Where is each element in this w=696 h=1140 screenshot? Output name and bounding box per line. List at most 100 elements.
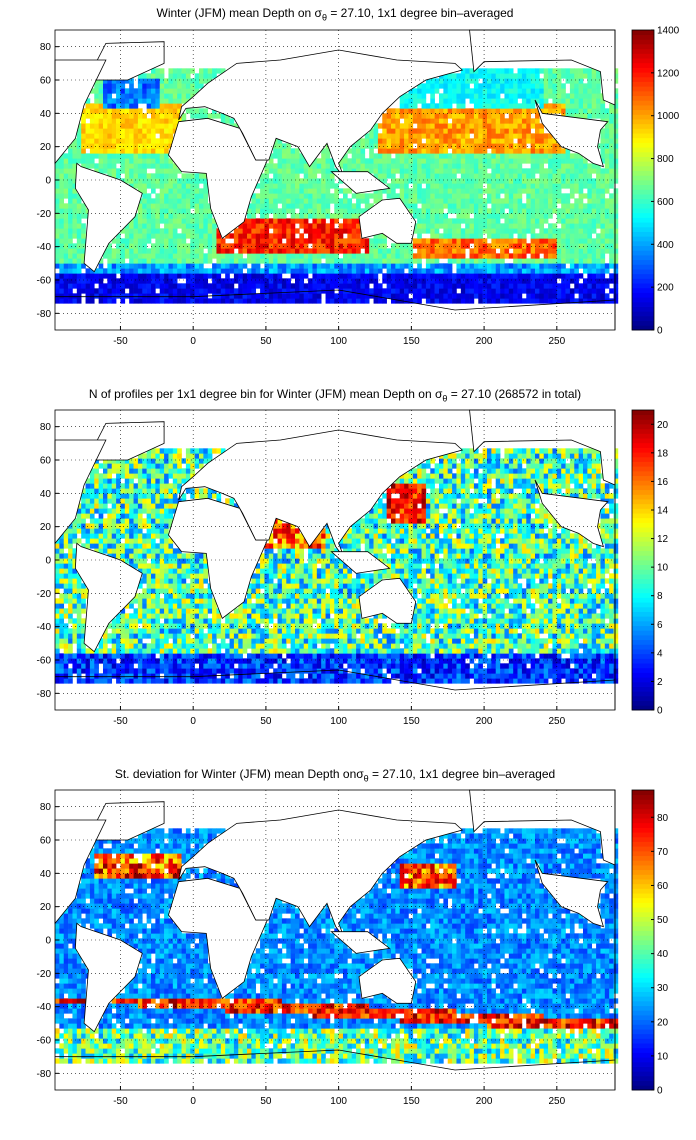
heatmap-cell: [120, 638, 126, 644]
heatmap-cell: [199, 108, 204, 114]
heatmap-cell: [347, 168, 353, 174]
heatmap-cell: [142, 238, 147, 244]
heatmap-cell: [124, 638, 130, 644]
heatmap-cell: [55, 553, 60, 559]
heatmap-cell: [369, 248, 374, 254]
heatmap-cell: [452, 73, 457, 79]
heatmap-cell: [72, 218, 78, 224]
heatmap-cell: [439, 138, 444, 144]
heatmap-cell: [111, 673, 117, 679]
heatmap-cell: [391, 253, 396, 259]
heatmap-cell: [63, 538, 69, 544]
heatmap-cell: [146, 73, 152, 79]
heatmap-cell: [207, 218, 213, 224]
heatmap-cell: [552, 238, 558, 244]
heatmap-cell: [277, 198, 283, 204]
heatmap-cell: [395, 248, 401, 254]
heatmap-cell: [465, 93, 470, 99]
heatmap-cell: [103, 283, 108, 289]
heatmap-cell: [382, 293, 387, 299]
heatmap-cell: [452, 178, 457, 184]
heatmap-cell: [98, 168, 104, 174]
colorbar-segment: [632, 170, 654, 176]
heatmap-cell: [120, 513, 126, 519]
heatmap-cell: [103, 138, 108, 144]
heatmap-cell: [447, 238, 453, 244]
heatmap-cell: [129, 173, 134, 179]
heatmap-cell: [543, 68, 549, 74]
heatmap-cell: [273, 268, 278, 274]
heatmap-cell: [68, 198, 73, 204]
heatmap-cell: [212, 278, 217, 284]
heatmap-cell: [530, 123, 536, 129]
heatmap-cell: [124, 468, 130, 474]
heatmap-cell: [129, 488, 134, 494]
heatmap-cell: [81, 243, 86, 249]
heatmap-cell: [59, 263, 65, 269]
heatmap-cell: [578, 78, 584, 84]
heatmap-cell: [347, 228, 353, 234]
heatmap-cell: [456, 138, 462, 144]
heatmap-cell: [587, 223, 593, 229]
heatmap-cell: [185, 293, 191, 299]
heatmap-cell: [517, 288, 523, 294]
heatmap-cell: [391, 258, 396, 264]
heatmap-cell: [89, 118, 95, 124]
heatmap-cell: [395, 108, 401, 114]
heatmap-cell: [146, 123, 152, 129]
heatmap-cell: [569, 168, 575, 174]
heatmap-cell: [299, 193, 305, 199]
heatmap-cell: [89, 468, 95, 474]
heatmap-cell: [491, 113, 497, 119]
heatmap-cell: [151, 298, 156, 304]
colorbar-segment: [632, 203, 654, 209]
heatmap-cell: [55, 238, 60, 244]
heatmap-cell: [609, 128, 614, 134]
heatmap-cell: [81, 203, 86, 209]
heatmap-cell: [548, 293, 553, 299]
heatmap-cell: [260, 203, 265, 209]
heatmap-cell: [103, 253, 108, 259]
heatmap-cell: [111, 483, 117, 489]
heatmap-cell: [295, 263, 300, 269]
heatmap-cell: [530, 153, 536, 159]
colorbar-tick-label: 200: [657, 283, 674, 294]
heatmap-cell: [591, 93, 597, 99]
heatmap-cell: [543, 198, 549, 204]
heatmap-cell: [120, 468, 126, 474]
heatmap-cell: [68, 263, 73, 269]
heatmap-cell: [120, 483, 126, 489]
heatmap-cell: [504, 73, 510, 79]
heatmap-cell: [447, 183, 453, 189]
heatmap-cell: [473, 178, 479, 184]
heatmap-cell: [517, 248, 523, 254]
heatmap-cell: [613, 163, 619, 169]
heatmap-cell: [456, 273, 462, 279]
heatmap-cell: [264, 183, 270, 189]
heatmap-cell: [85, 523, 91, 529]
heatmap-cell: [382, 123, 387, 129]
heatmap-cell: [321, 243, 326, 249]
heatmap-cell: [85, 158, 91, 164]
heatmap-cell: [94, 488, 99, 494]
heatmap-cell: [325, 223, 331, 229]
heatmap-cell: [600, 148, 606, 154]
heatmap-cell: [190, 223, 195, 229]
heatmap-cell: [600, 193, 606, 199]
heatmap-cell: [591, 208, 597, 214]
heatmap-cell: [412, 298, 418, 304]
heatmap-cell: [338, 263, 344, 269]
heatmap-cell: [172, 198, 178, 204]
heatmap-cell: [487, 173, 492, 179]
heatmap-cell: [491, 133, 497, 139]
heatmap-cell: [539, 178, 545, 184]
heatmap-cell: [111, 133, 117, 139]
heatmap-cell: [404, 168, 409, 174]
heatmap-cell: [76, 628, 82, 634]
heatmap-cell: [116, 678, 121, 684]
heatmap-cell: [465, 133, 470, 139]
heatmap-cell: [203, 288, 209, 294]
heatmap-cell: [530, 108, 536, 114]
heatmap-cell: [583, 103, 588, 109]
heatmap-cell: [277, 218, 283, 224]
